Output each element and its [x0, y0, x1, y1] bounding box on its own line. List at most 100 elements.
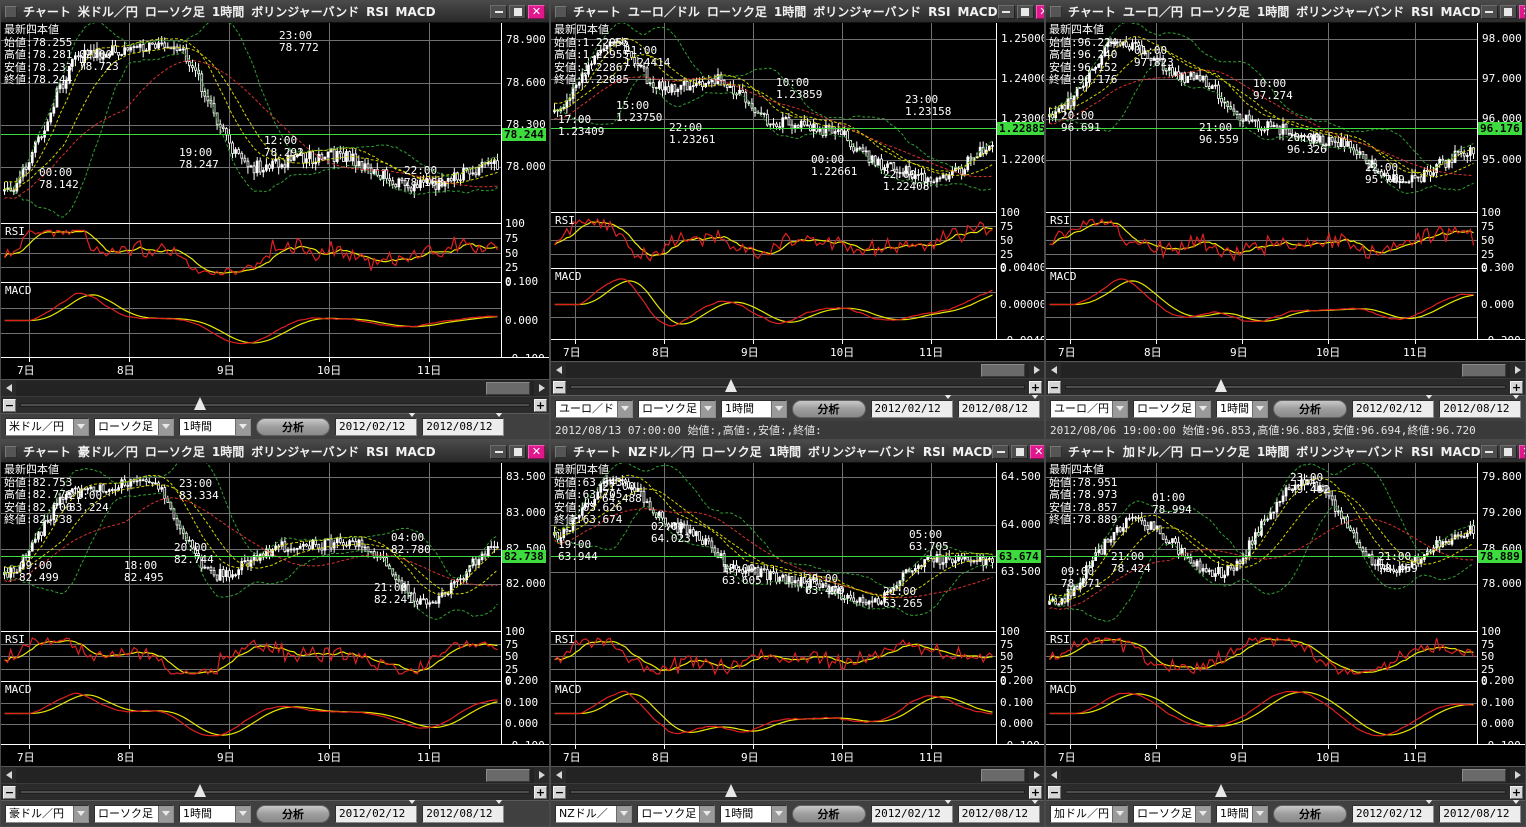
scroll-right-button[interactable] — [1510, 362, 1525, 378]
title-bar[interactable]: チャート NZドル／円 ローソク足 1時間 ボリンジャーバンド RSI MACD ✕ — [551, 441, 1044, 463]
date-from-picker[interactable]: 2012/02/12 — [335, 412, 418, 436]
chart-type-select[interactable]: ローソク足 — [94, 417, 174, 436]
close-button[interactable]: ✕ — [528, 4, 545, 19]
zoom-track[interactable] — [570, 379, 1025, 392]
date-from-picker-arrow[interactable] — [943, 799, 952, 823]
horizontal-scrollbar[interactable] — [1046, 361, 1525, 378]
zoom-track[interactable] — [20, 397, 530, 410]
chart-type-select-arrow[interactable] — [1195, 805, 1210, 822]
interval-select-arrow[interactable] — [235, 805, 250, 822]
date-from-picker-arrow[interactable] — [1425, 394, 1434, 418]
scroll-thumb[interactable] — [981, 768, 1025, 782]
scroll-thumb[interactable] — [1462, 768, 1506, 782]
zoom-slider-row[interactable]: − + — [1, 783, 549, 800]
chart-type-select-arrow[interactable] — [158, 805, 173, 822]
zoom-in-button[interactable]: + — [1510, 380, 1523, 394]
zoom-thumb[interactable] — [193, 784, 206, 797]
date-to-picker[interactable]: 2012/08/12 — [957, 394, 1040, 418]
chart-type-select-arrow[interactable] — [158, 418, 173, 435]
date-to-picker[interactable]: 2012/08/12 — [957, 799, 1040, 823]
pair-select[interactable]: NZドル／ — [555, 804, 633, 823]
horizontal-scrollbar[interactable] — [551, 766, 1044, 783]
zoom-slider-row[interactable]: − + — [551, 378, 1044, 395]
pair-select-arrow[interactable] — [617, 400, 632, 417]
horizontal-scrollbar[interactable] — [1, 766, 549, 783]
date-to-picker-arrow[interactable] — [1031, 394, 1039, 418]
zoom-thumb[interactable] — [725, 784, 738, 797]
pair-select-arrow[interactable] — [616, 805, 632, 822]
date-from-picker[interactable]: 2012/02/12 — [1352, 394, 1435, 418]
interval-select-arrow[interactable] — [770, 400, 786, 417]
date-to-picker-arrow[interactable] — [1030, 799, 1039, 823]
scroll-thumb[interactable] — [486, 381, 530, 395]
minimize-button[interactable] — [997, 4, 1015, 19]
scroll-thumb[interactable] — [1462, 363, 1506, 377]
chart-type-select-arrow[interactable] — [700, 400, 715, 417]
pair-select[interactable]: ユーロ／ド — [555, 399, 633, 418]
scroll-left-button[interactable] — [1, 767, 16, 783]
scroll-track[interactable] — [16, 380, 534, 396]
scroll-right-button[interactable] — [534, 767, 549, 783]
scroll-track[interactable] — [566, 362, 1029, 378]
chart-area[interactable]: 最新四本値 始値:1.22955 高値:1.22955 安値:1.22867 終値:1.… — [551, 23, 1044, 339]
zoom-in-button[interactable]: + — [1510, 785, 1523, 799]
chart-type-select[interactable]: ローソク足 — [638, 399, 716, 418]
interval-select[interactable]: 1時間 — [720, 804, 787, 823]
interval-select-arrow[interactable] — [235, 418, 250, 435]
date-from-picker-arrow[interactable] — [408, 412, 417, 436]
date-from-picker[interactable]: 2012/02/12 — [870, 394, 953, 418]
zoom-thumb[interactable] — [193, 397, 206, 410]
interval-select-arrow[interactable] — [770, 805, 786, 822]
pair-select-arrow[interactable] — [1112, 805, 1127, 822]
date-to-picker-arrow[interactable] — [495, 412, 504, 436]
zoom-slider-row[interactable]: − + — [1046, 783, 1525, 800]
interval-select[interactable]: 1時間 — [1216, 399, 1268, 418]
pair-select-arrow[interactable] — [73, 805, 88, 822]
zoom-out-button[interactable]: − — [553, 380, 566, 394]
date-to-picker-arrow[interactable] — [1512, 799, 1521, 823]
minimize-button[interactable] — [1480, 4, 1498, 19]
date-to-picker[interactable]: 2012/08/12 — [1439, 799, 1522, 823]
zoom-in-button[interactable]: + — [1029, 380, 1042, 394]
close-button[interactable]: ✕ — [528, 444, 545, 459]
close-button[interactable]: ✕ — [1518, 4, 1525, 19]
chart-type-select[interactable]: ローソク足 — [1133, 399, 1211, 418]
zoom-track[interactable] — [20, 784, 530, 797]
horizontal-scrollbar[interactable] — [551, 361, 1044, 378]
minimize-button[interactable] — [490, 4, 507, 19]
title-bar[interactable]: チャート 豪ドル／円 ローソク足 1時間 ボリンジャーバンド RSI MACD ✕ — [1, 441, 549, 463]
analyze-button[interactable]: 分析 — [1273, 399, 1347, 418]
chart-type-select[interactable]: ローソク足 — [1133, 804, 1211, 823]
zoom-slider-row[interactable]: − + — [551, 783, 1044, 800]
chart-type-select[interactable]: ローソク足 — [637, 804, 716, 823]
maximize-button[interactable] — [509, 444, 526, 459]
zoom-out-button[interactable]: − — [1048, 380, 1061, 394]
date-from-picker-arrow[interactable] — [943, 394, 952, 418]
analyze-button[interactable]: 分析 — [256, 804, 330, 823]
close-button[interactable]: ✕ — [1035, 4, 1044, 19]
maximize-button[interactable] — [1011, 444, 1029, 459]
minimize-button[interactable] — [490, 444, 507, 459]
chart-type-select-arrow[interactable] — [699, 805, 715, 822]
scroll-thumb[interactable] — [486, 768, 530, 782]
zoom-in-button[interactable]: + — [1029, 785, 1042, 799]
scroll-left-button[interactable] — [1046, 362, 1061, 378]
zoom-thumb[interactable] — [1215, 379, 1228, 392]
analyze-button[interactable]: 分析 — [256, 417, 330, 436]
date-to-picker-arrow[interactable] — [495, 799, 504, 823]
zoom-track[interactable] — [1065, 379, 1506, 392]
pair-select-arrow[interactable] — [1112, 400, 1127, 417]
zoom-slider-row[interactable]: − + — [1046, 378, 1525, 395]
zoom-thumb[interactable] — [1215, 784, 1228, 797]
zoom-slider-row[interactable]: − + — [1, 396, 549, 413]
scroll-right-button[interactable] — [1029, 767, 1044, 783]
chart-area[interactable]: 最新四本値 始値:82.753 高値:82.776 安値:82.706 終値:82.73… — [1, 463, 549, 744]
scroll-track[interactable] — [566, 767, 1029, 783]
scroll-left-button[interactable] — [551, 362, 566, 378]
pair-select[interactable]: 加ドル／円 — [1050, 804, 1128, 823]
scroll-left-button[interactable] — [551, 767, 566, 783]
pair-select[interactable]: 米ドル／円 — [5, 417, 89, 436]
analyze-button[interactable]: 分析 — [791, 804, 866, 823]
zoom-track[interactable] — [1065, 784, 1506, 797]
